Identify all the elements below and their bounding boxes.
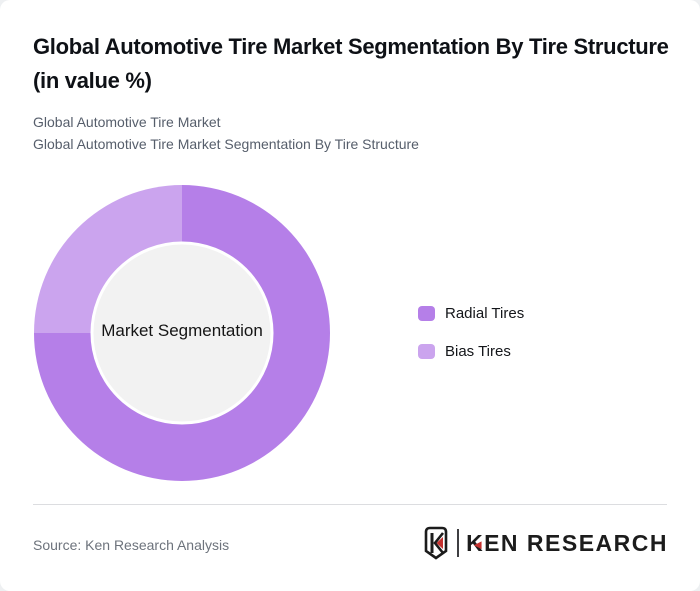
legend-label-bias-tires: Bias Tires (445, 343, 511, 360)
logo-text-rest: EN RESEARCH (484, 529, 668, 556)
donut-svg (34, 185, 330, 481)
logo-red-triangle-icon: ◄ (471, 536, 485, 552)
source-text: Source: Ken Research Analysis (33, 537, 230, 553)
donut-inner-circle (90, 241, 274, 425)
legend-swatch-radial-tires (418, 306, 435, 321)
chart-subtitle-line1: Global Automotive Tire Market (33, 114, 221, 130)
legend-label-radial-tires: Radial Tires (445, 305, 525, 322)
logo-separator (457, 529, 460, 557)
legend-swatch-bias-tires (418, 344, 435, 359)
chart-title: Global Automotive Tire Market Segmentati… (33, 34, 669, 93)
legend: Radial Tires Bias Tires (418, 305, 525, 382)
footer-divider (33, 504, 667, 505)
ken-research-shield-icon (424, 526, 448, 560)
ken-research-logo: K ◄ EN RESEARCH (422, 526, 668, 560)
donut-center-label: Market Segmentation (101, 321, 263, 340)
logo-wordmark: K ◄ EN RESEARCH (466, 530, 668, 557)
logo-letter-k: K (466, 529, 485, 556)
chart-subtitle-line2: Global Automotive Tire Market Segmentati… (33, 136, 419, 152)
legend-item-bias-tires: Bias Tires (418, 343, 524, 360)
donut-chart: Market Segmentation (32, 183, 332, 483)
legend-item-radial-tires: Radial Tires (418, 305, 525, 322)
